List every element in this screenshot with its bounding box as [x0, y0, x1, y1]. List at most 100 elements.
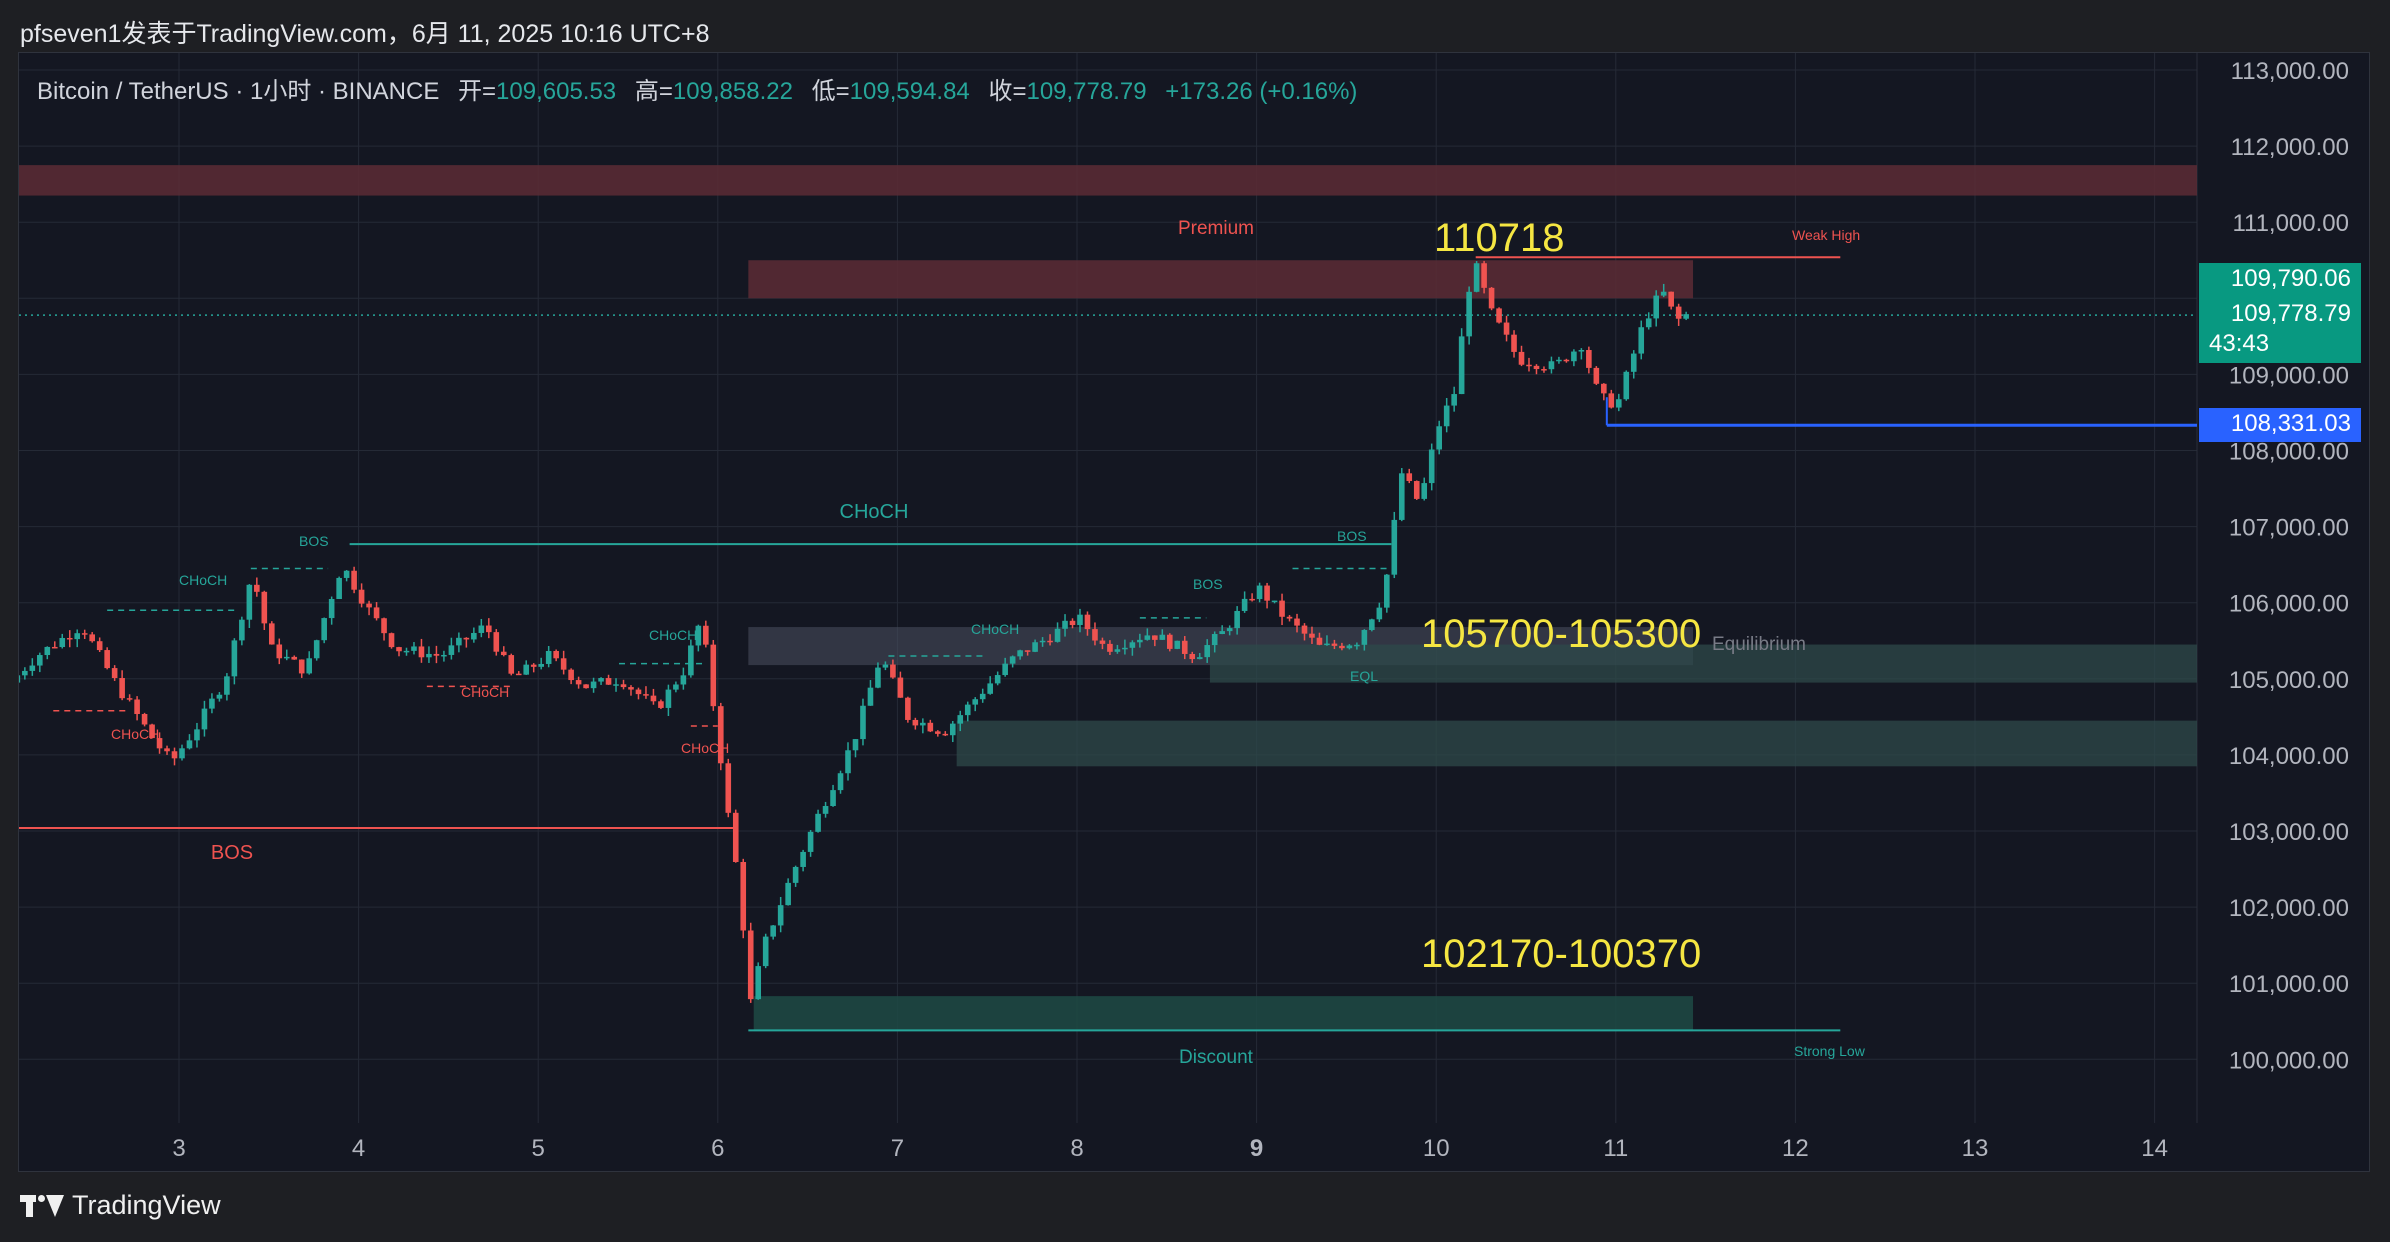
candle-body-down: [388, 633, 395, 648]
candle-body-down: [1301, 625, 1308, 634]
x-axis-tick-label: 5: [532, 1135, 545, 1162]
candle-body-down: [500, 651, 507, 656]
premium-label: Premium: [1178, 218, 1254, 239]
candle-body-up: [665, 689, 672, 708]
structure-small-label: CHoCH: [649, 627, 697, 643]
x-axis-tick-label: 6: [711, 1135, 724, 1162]
candle-body-up: [19, 675, 21, 683]
structure-small-label: BOS: [1193, 576, 1223, 592]
candle-body-down: [1264, 585, 1270, 601]
candle-body-down: [396, 647, 402, 652]
candle-body-up: [613, 684, 619, 686]
x-axis-tick-label: 14: [2141, 1135, 2168, 1162]
candle-body-up: [523, 664, 530, 675]
symbol-name[interactable]: Bitcoin / TetherUS · 1小时 · BINANCE: [37, 78, 440, 105]
candle-body-down: [433, 653, 440, 656]
high-label: 高=: [634, 78, 673, 105]
candle-body-up: [1219, 631, 1225, 635]
last-price-tag: 109,778.79 43:43: [2199, 297, 2361, 363]
candle-body-up: [755, 966, 762, 1000]
tradingview-logo[interactable]: TradingView: [20, 1190, 221, 1221]
premium-zone: [748, 260, 1694, 299]
candle-body-down: [351, 570, 357, 590]
weak-high-price-annotation: 110718: [1434, 216, 1565, 260]
discount-range-annotation: 102170-100370: [1421, 932, 1701, 976]
candle-body-up: [478, 625, 485, 633]
chart-canvas[interactable]: 113,000.00112,000.00111,000.00110,000.00…: [19, 53, 2370, 1172]
candle-body-up: [882, 664, 889, 668]
candle-body-down: [635, 689, 642, 695]
candle-body-down: [1413, 481, 1420, 499]
candle-body-down: [515, 673, 522, 676]
candle-body-down: [111, 668, 118, 679]
candle-body-down: [1503, 322, 1510, 335]
chart-area[interactable]: 113,000.00112,000.00111,000.00110,000.00…: [18, 52, 2370, 1172]
equilibrium-zone-extended: [1209, 644, 2197, 683]
structure-small-label: BOS: [299, 533, 329, 549]
candle-body-down: [605, 678, 612, 685]
candle-body-up: [1428, 449, 1435, 484]
candle-body-down: [1181, 640, 1188, 654]
candle-body-up: [860, 705, 866, 740]
candle-body-up: [590, 681, 597, 689]
candle-body-up: [845, 750, 851, 774]
candle-body-down: [156, 738, 163, 749]
candle-body-down: [905, 697, 911, 720]
candle-body-up: [456, 637, 462, 646]
candle-body-down: [1608, 393, 1615, 408]
candle-body-up: [807, 831, 814, 852]
candle-body-down: [463, 637, 470, 640]
candle-body-up: [1683, 314, 1689, 319]
candle-body-up: [403, 650, 410, 653]
candle-body-down: [1533, 365, 1540, 370]
candle-body-down: [358, 589, 365, 604]
candle-body-down: [620, 684, 627, 688]
candle-body-down: [1092, 629, 1098, 641]
candle-body-up: [239, 619, 245, 641]
candle-body-up: [209, 698, 215, 709]
candle-body-down: [583, 684, 589, 689]
candle-body-down: [486, 625, 492, 633]
candle-body-down: [164, 748, 170, 752]
candle-body-down: [1286, 616, 1293, 619]
structure-small-label: CHoCH: [179, 572, 227, 588]
candle-body-down: [740, 862, 747, 931]
y-axis-tick-label: 104,000.00: [2229, 743, 2349, 770]
candle-body-up: [1211, 634, 1218, 646]
y-axis-tick-label: 105,000.00: [2229, 667, 2349, 694]
candle-body-up: [1017, 650, 1023, 657]
x-axis-tick-label: 7: [891, 1135, 904, 1162]
candle-body-up: [957, 715, 964, 724]
candle-body-down: [381, 618, 387, 634]
candle-body-down: [530, 664, 537, 667]
candle-body-down: [254, 584, 260, 592]
candle-body-up: [1241, 598, 1248, 611]
candle-body-down: [1316, 637, 1323, 645]
x-axis-tick-label: 3: [172, 1135, 185, 1162]
candle-body-up: [1436, 426, 1442, 450]
candle-countdown: 43:43: [2209, 330, 2270, 357]
candle-body-up: [336, 577, 342, 600]
candle-body-up: [426, 653, 432, 658]
candle-body-down: [291, 656, 298, 660]
publish-caption: pfseven1发表于TradingView.com，6月 11, 2025 1…: [20, 20, 710, 48]
candle-body-up: [1458, 336, 1465, 395]
candle-body-up: [1623, 371, 1630, 400]
candle-body-down: [261, 591, 268, 624]
candle-body-down: [66, 637, 73, 640]
candle-body-down: [897, 677, 904, 698]
candle-body-down: [1668, 291, 1674, 307]
x-axis-tick-label: 9: [1250, 1135, 1263, 1162]
candle-body-down: [717, 706, 724, 764]
candle-body-down: [119, 678, 125, 699]
candle-body-up: [949, 723, 956, 736]
candle-body-up: [201, 708, 208, 730]
close-label: 收=: [988, 78, 1027, 105]
candle-body-up: [1159, 634, 1166, 640]
candle-body-down: [104, 650, 110, 669]
candle-body-down: [553, 651, 559, 659]
candle-body-down: [276, 644, 283, 659]
candle-body-down: [747, 930, 754, 1000]
candle-body-down: [575, 680, 582, 685]
candle-body-up: [1062, 620, 1068, 629]
